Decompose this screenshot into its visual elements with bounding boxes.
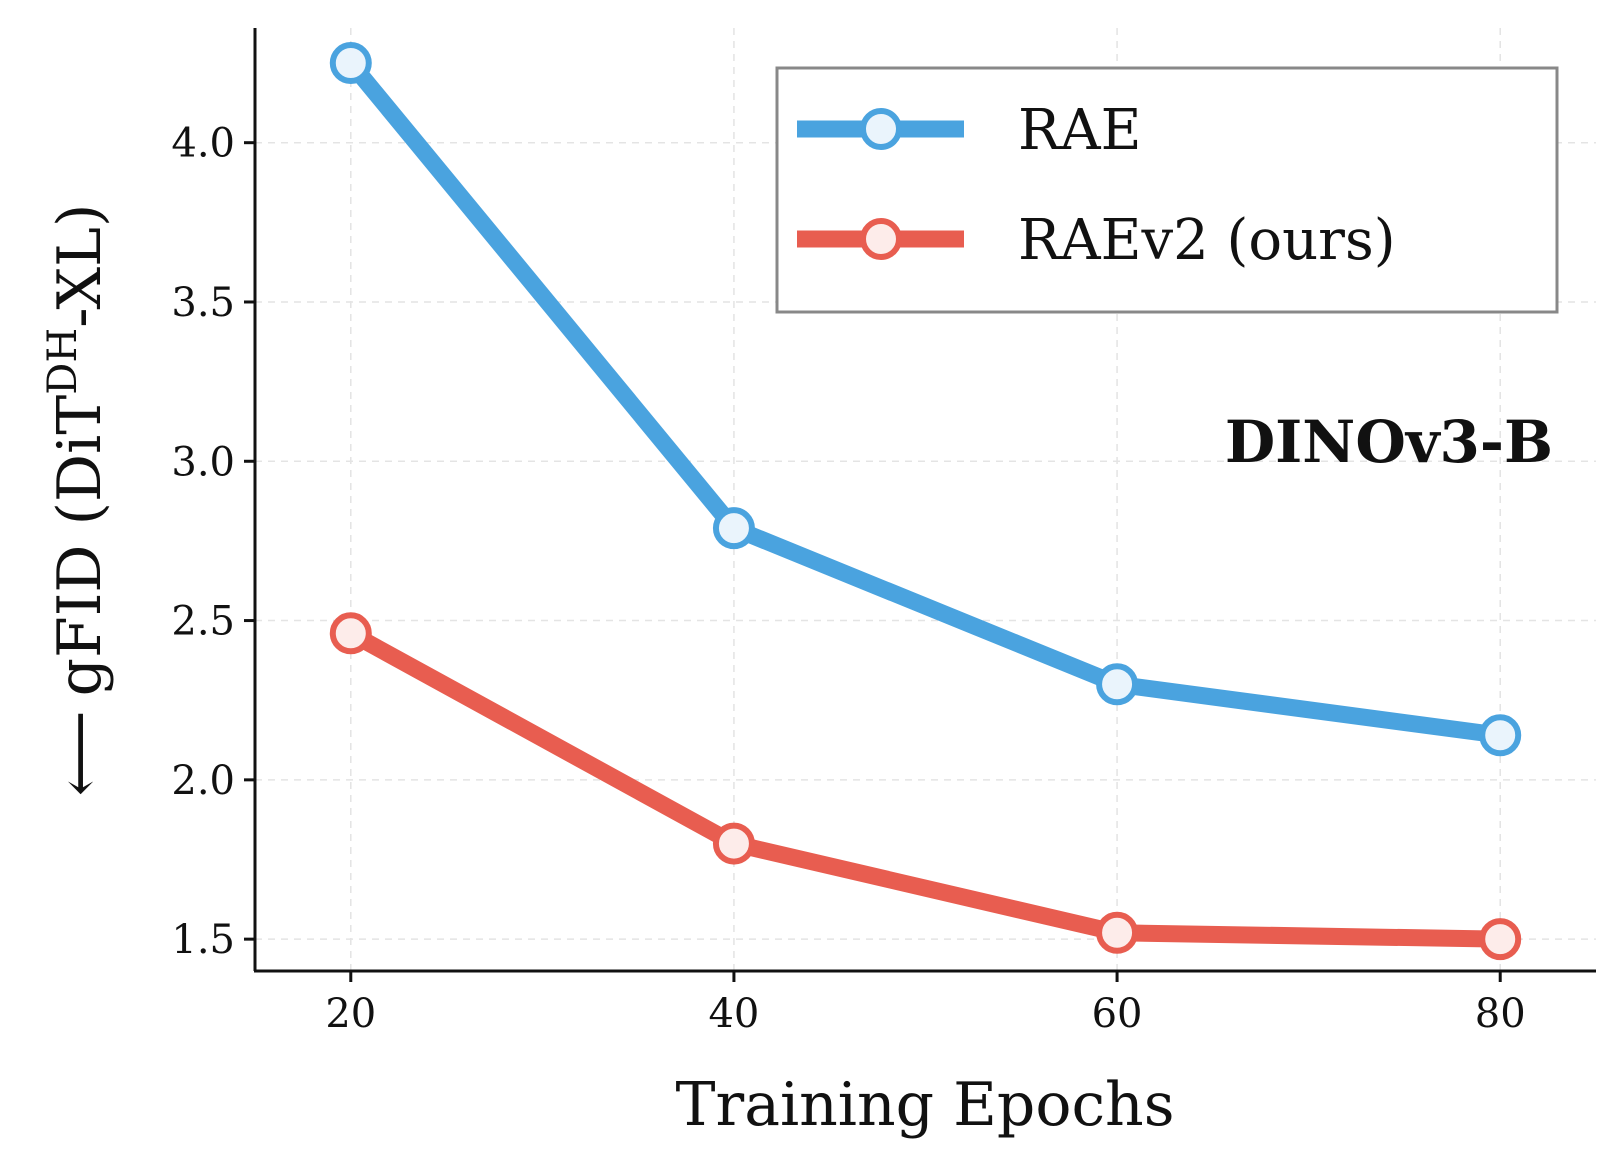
plot-series <box>329 42 1522 961</box>
axes <box>253 28 1596 973</box>
data-point <box>1096 911 1139 954</box>
data-point <box>1479 918 1522 961</box>
x-tick-label: 40 <box>708 991 759 1037</box>
y-tick-label: 4.0 <box>171 121 235 167</box>
legend: RAE RAEv2 (ours) <box>775 66 1559 314</box>
data-point <box>712 507 755 550</box>
y-tick-label: 3.5 <box>171 280 235 326</box>
x-tick-label: 20 <box>325 991 376 1037</box>
series-line-1 <box>342 54 1509 744</box>
data-point <box>1096 663 1139 706</box>
x-tick-label: 60 <box>1092 991 1143 1037</box>
y-tick-label: 2.5 <box>171 599 235 645</box>
data-point <box>1479 714 1522 757</box>
legend-label-2: RAEv2 (ours) <box>1018 208 1396 273</box>
data-point <box>329 612 372 655</box>
legend-items: RAE RAEv2 (ours) <box>797 98 1396 273</box>
data-point <box>329 42 372 85</box>
y-tick-label: 1.5 <box>171 917 235 963</box>
y-axis-arrow: ⟵ <box>45 710 115 796</box>
y-tick-label: 2.0 <box>171 758 235 804</box>
legend-label-1: RAE <box>1018 98 1141 163</box>
y-axis-title: ⟵ gFID (DiTDH-XL) <box>40 204 115 797</box>
legend-marker-1 <box>860 108 902 150</box>
y-tick-label: 3.0 <box>171 439 235 485</box>
y-axis-title-superscript: DH <box>40 328 86 395</box>
legend-marker-2 <box>860 218 902 260</box>
x-ticks: 20 40 60 80 <box>325 971 1526 1037</box>
x-axis-title: Training Epochs <box>676 1070 1175 1140</box>
series-line-2 <box>342 624 1509 948</box>
y-ticks: 1.5 2.0 2.5 3.0 3.5 4.0 <box>171 121 255 963</box>
x-tick-label: 80 <box>1475 991 1526 1037</box>
y-axis-title-prefix: gFID (DiT <box>45 395 115 697</box>
data-point <box>712 822 755 865</box>
legend-box <box>775 66 1559 314</box>
y-axis-title-suffix: -XL) <box>45 204 115 328</box>
chart-annotation: DINOv3-B <box>1225 408 1553 476</box>
